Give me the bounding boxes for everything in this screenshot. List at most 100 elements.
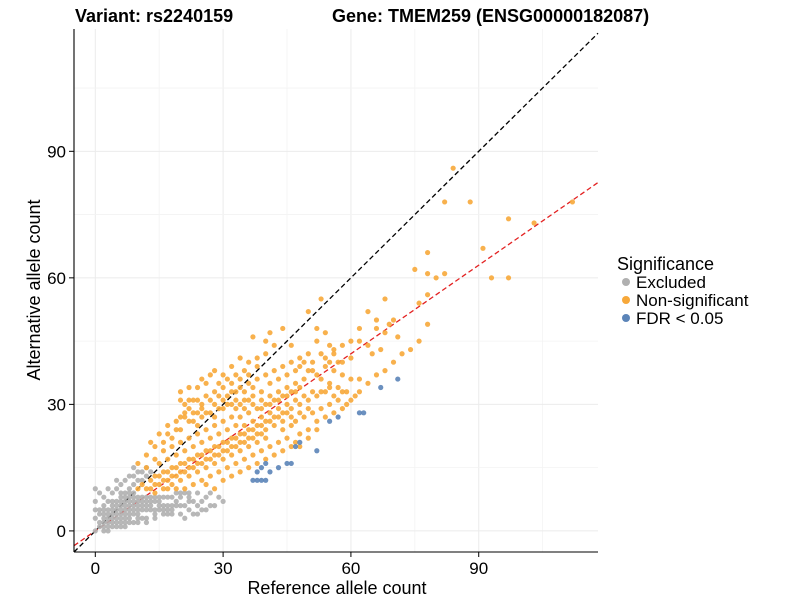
point-non-significant — [237, 384, 243, 391]
point-non-significant — [378, 346, 384, 353]
point-non-significant — [309, 359, 316, 365]
point-excluded — [118, 503, 124, 509]
point-excluded — [182, 503, 188, 509]
point-excluded — [131, 511, 137, 517]
point-excluded — [143, 507, 150, 513]
point-non-significant — [280, 418, 286, 424]
point-excluded — [96, 519, 103, 526]
point-excluded — [101, 515, 107, 521]
point-non-significant — [207, 435, 213, 441]
point-non-significant — [301, 376, 307, 382]
y-axis-label: Alternative allele count — [24, 199, 44, 380]
point-non-significant — [246, 435, 252, 441]
point-excluded — [135, 519, 141, 526]
point-excluded — [152, 515, 158, 521]
point-non-significant — [267, 418, 273, 424]
point-non-significant — [237, 414, 243, 420]
point-excluded — [211, 503, 218, 509]
point-non-significant — [199, 401, 205, 407]
point-non-significant — [199, 477, 205, 483]
point-excluded — [135, 507, 141, 513]
point-excluded — [220, 498, 226, 504]
point-excluded — [203, 507, 209, 513]
point-non-significant — [284, 393, 290, 399]
point-non-significant — [237, 469, 243, 475]
point-fdr-0-05 — [254, 469, 260, 475]
point-non-significant — [271, 452, 277, 458]
point-non-significant — [314, 393, 320, 399]
legend: Significance ExcludedNon-significantFDR … — [617, 254, 749, 328]
point-non-significant — [318, 405, 324, 412]
point-excluded — [92, 498, 98, 504]
point-non-significant — [211, 389, 218, 395]
point-excluded — [109, 511, 115, 517]
point-excluded — [118, 524, 124, 530]
point-excluded — [114, 503, 120, 509]
point-non-significant — [220, 439, 226, 445]
chart-title-variant: Variant: rs2240159 — [75, 6, 233, 26]
point-non-significant — [220, 448, 226, 454]
point-non-significant — [271, 368, 277, 374]
point-non-significant — [373, 325, 380, 332]
point-excluded — [186, 490, 192, 496]
point-non-significant — [297, 443, 303, 450]
point-non-significant — [339, 389, 345, 395]
point-excluded — [152, 494, 158, 500]
legend-swatch — [622, 296, 630, 304]
point-non-significant — [480, 245, 486, 251]
point-fdr-0-05 — [258, 465, 265, 471]
point-non-significant — [352, 393, 358, 399]
point-non-significant — [203, 427, 209, 433]
point-non-significant — [305, 368, 311, 374]
point-non-significant — [309, 368, 316, 374]
point-non-significant — [169, 435, 175, 441]
point-non-significant — [148, 477, 154, 483]
point-excluded — [169, 494, 175, 500]
point-fdr-0-05 — [258, 477, 265, 483]
point-excluded — [173, 490, 179, 496]
point-non-significant — [292, 380, 299, 386]
point-non-significant — [177, 389, 184, 395]
point-excluded — [96, 507, 103, 513]
point-excluded — [143, 494, 150, 500]
point-non-significant — [318, 389, 324, 395]
point-non-significant — [194, 469, 201, 475]
point-non-significant — [173, 486, 179, 492]
point-excluded — [118, 511, 124, 517]
point-non-significant — [288, 342, 294, 348]
point-non-significant — [190, 465, 196, 471]
point-non-significant — [254, 405, 260, 412]
point-non-significant — [177, 477, 184, 483]
point-non-significant — [216, 452, 222, 458]
point-excluded — [109, 490, 115, 496]
point-non-significant — [220, 372, 226, 378]
point-excluded — [135, 511, 141, 517]
point-non-significant — [182, 469, 188, 475]
point-non-significant — [267, 401, 273, 407]
point-non-significant — [314, 427, 320, 433]
point-non-significant — [143, 486, 150, 492]
point-fdr-0-05 — [314, 448, 320, 454]
point-excluded — [152, 511, 158, 517]
point-excluded — [126, 473, 132, 479]
point-non-significant — [241, 389, 248, 395]
point-non-significant — [207, 372, 213, 378]
point-excluded — [152, 498, 158, 504]
point-excluded — [105, 511, 111, 517]
point-non-significant — [254, 376, 260, 382]
point-fdr-0-05 — [335, 414, 341, 420]
point-excluded — [105, 498, 111, 504]
point-non-significant — [263, 401, 269, 407]
point-excluded — [126, 498, 132, 504]
y-tick-label: 0 — [57, 522, 66, 541]
point-non-significant — [301, 414, 307, 420]
point-non-significant — [288, 359, 294, 365]
point-non-significant — [207, 473, 213, 479]
point-excluded — [177, 503, 184, 509]
point-excluded — [165, 511, 171, 517]
point-excluded — [135, 477, 141, 483]
point-non-significant — [160, 486, 167, 492]
point-non-significant — [165, 422, 171, 429]
point-non-significant — [301, 393, 307, 399]
point-excluded — [122, 498, 128, 504]
